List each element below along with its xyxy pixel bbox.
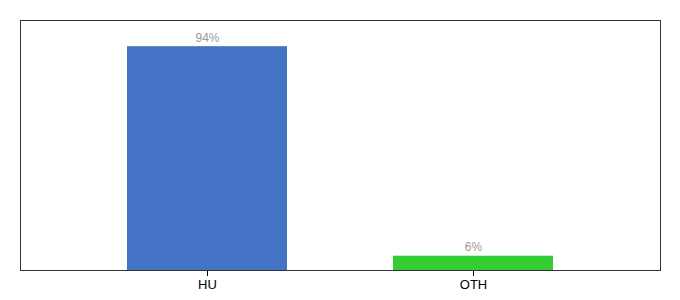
svg-text:HU: HU xyxy=(198,277,217,292)
svg-text:6%: 6% xyxy=(465,240,483,254)
svg-text:94%: 94% xyxy=(195,31,219,45)
svg-text:OTH: OTH xyxy=(460,277,487,292)
